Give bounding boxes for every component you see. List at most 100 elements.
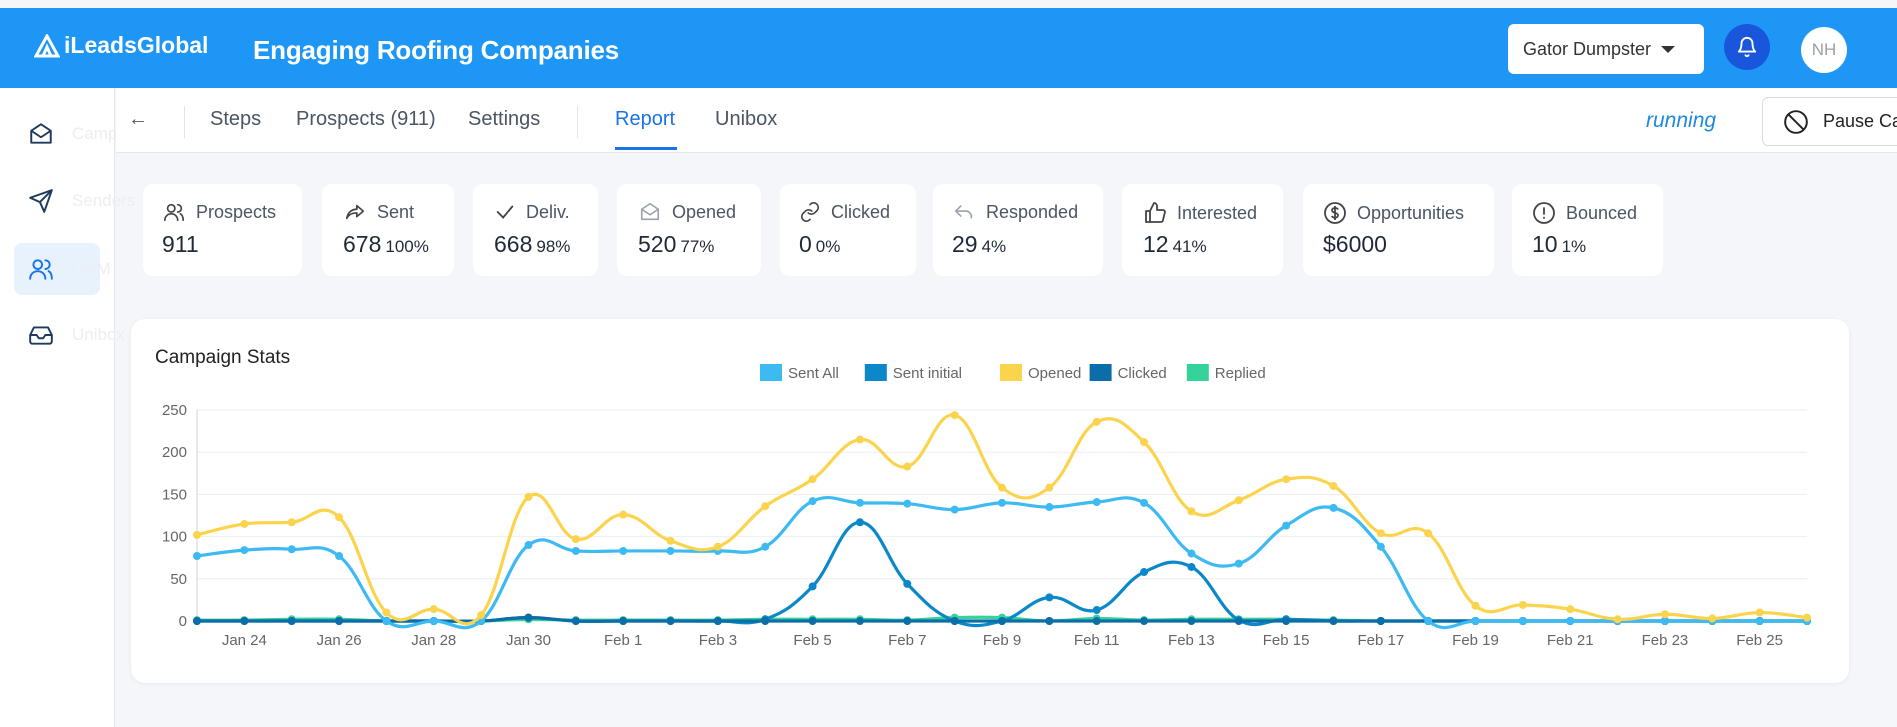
data-point-opened — [571, 535, 580, 544]
data-point-opened — [1708, 614, 1717, 623]
data-point-opened — [1660, 610, 1669, 619]
data-point-sent-initial — [1092, 606, 1101, 615]
data-point-clicked — [903, 617, 912, 625]
data-point-sent-all — [1329, 503, 1338, 512]
data-point-sent-initial — [855, 518, 864, 527]
share-icon — [345, 204, 365, 220]
tab-steps[interactable]: Steps — [210, 108, 262, 130]
data-point-clicked — [950, 617, 959, 625]
data-point-clicked — [1187, 617, 1196, 625]
stat-value: 520 — [638, 231, 677, 257]
data-point-sent-all — [761, 542, 770, 551]
data-point-clicked — [1329, 617, 1338, 625]
data-point-opened — [335, 513, 344, 522]
tab-settings[interactable]: Settings — [468, 108, 541, 130]
data-point-opened — [1282, 475, 1291, 484]
top-bar: iLeadsGlobal Engaging Roofing Companies … — [0, 8, 1897, 88]
data-point-sent-initial — [808, 582, 817, 591]
data-point-opened — [855, 435, 864, 444]
sidebar-item-label: Senders — [72, 191, 136, 210]
data-point-sent-all — [287, 545, 296, 554]
legend-label-replied: Replied — [1215, 365, 1266, 382]
notifications-button[interactable] — [1724, 24, 1770, 70]
x-tick-label: Jan 28 — [411, 632, 456, 649]
data-point-clicked — [1092, 617, 1101, 625]
data-point-opened — [1376, 529, 1385, 538]
pause-campaign-button[interactable]: Pause Campaign — [1762, 97, 1897, 146]
data-point-opened — [1424, 529, 1433, 538]
stat-card-opened: Opened 520 77% — [617, 184, 761, 276]
x-tick-label: Feb 11 — [1074, 632, 1120, 649]
data-point-opened — [1803, 613, 1811, 622]
tab-report[interactable]: Report — [615, 108, 676, 130]
legend-swatch-sent-all — [760, 364, 782, 381]
sidebar-item-senders[interactable]: Senders — [14, 175, 135, 227]
logo[interactable]: iLeadsGlobal — [34, 32, 208, 59]
stat-card-prospects: Prospects 911 — [143, 184, 302, 276]
data-point-opened — [382, 608, 391, 617]
stat-label: Sent — [377, 201, 415, 222]
stat-value: 10 — [1532, 231, 1558, 257]
data-point-sent-all — [1092, 497, 1101, 506]
x-tick-label: Feb 23 — [1642, 632, 1689, 649]
x-tick-label: Feb 21 — [1547, 632, 1594, 649]
data-point-clicked — [808, 617, 817, 625]
data-point-opened — [240, 519, 249, 528]
campaign-nav: ← Steps Prospects (911) Settings Report … — [116, 88, 1897, 153]
data-point-clicked — [855, 617, 864, 625]
data-point-clicked — [713, 617, 722, 625]
data-point-opened — [1329, 481, 1338, 490]
y-tick-label: 50 — [170, 571, 187, 588]
data-point-opened — [1755, 608, 1764, 617]
account-select-value: Gator Dumpster — [1523, 38, 1652, 59]
data-point-opened — [1613, 615, 1622, 624]
data-point-opened — [903, 462, 912, 471]
users-icon — [164, 203, 184, 222]
data-point-sent-all — [950, 505, 959, 514]
back-button[interactable]: ← — [128, 108, 148, 130]
legend-swatch-replied — [1186, 364, 1209, 381]
stat-percent: 0% — [815, 237, 841, 256]
stat-label: Responded — [986, 201, 1079, 222]
sidebar-item-crm[interactable]: CRM — [14, 243, 111, 295]
data-point-opened — [193, 530, 201, 539]
stat-percent: 100% — [385, 237, 429, 256]
x-tick-label: Feb 3 — [699, 632, 737, 649]
data-point-opened — [1471, 601, 1480, 610]
sidebar-item-unibox[interactable]: Unibox — [14, 309, 125, 361]
data-point-sent-all — [1471, 617, 1480, 625]
reply-icon — [954, 204, 973, 219]
data-point-opened — [808, 475, 817, 484]
data-point-opened — [1187, 507, 1196, 516]
x-tick-label: Feb 17 — [1357, 632, 1404, 649]
data-point-sent-all — [335, 552, 344, 561]
logo-mark-icon — [34, 33, 60, 57]
data-point-clicked — [524, 613, 533, 622]
data-point-sent-all — [1045, 503, 1054, 512]
data-point-opened — [761, 502, 770, 511]
data-point-sent-all — [1376, 542, 1385, 551]
data-point-clicked — [1234, 617, 1243, 625]
x-tick-label: Feb 13 — [1168, 632, 1215, 649]
stat-label: Interested — [1177, 202, 1258, 223]
stat-card-sent: Sent 678 100% — [322, 184, 454, 276]
data-point-clicked — [335, 617, 344, 625]
data-point-sent-all — [619, 546, 628, 555]
x-tick-label: Jan 24 — [222, 632, 267, 649]
tab-prospects[interactable]: Prospects (911) — [296, 108, 436, 130]
data-point-sent-all — [1282, 521, 1291, 530]
stat-card-interested: Interested 12 41% — [1122, 184, 1283, 276]
link-icon — [800, 202, 820, 222]
data-point-sent-all — [524, 541, 533, 550]
inbox-icon — [29, 326, 53, 345]
campaign-status: running — [1646, 109, 1717, 132]
data-point-opened — [1045, 483, 1054, 492]
account-select[interactable]: Gator Dumpster — [1508, 24, 1704, 74]
divider — [577, 106, 578, 138]
data-point-sent-initial — [1045, 593, 1054, 602]
data-point-sent-all — [666, 546, 675, 555]
data-point-opened — [1518, 600, 1527, 609]
tab-unibox[interactable]: Unibox — [715, 108, 778, 130]
sidebar-item-campaigns[interactable]: Campaigns — [14, 108, 158, 160]
avatar[interactable]: NH — [1801, 27, 1847, 73]
